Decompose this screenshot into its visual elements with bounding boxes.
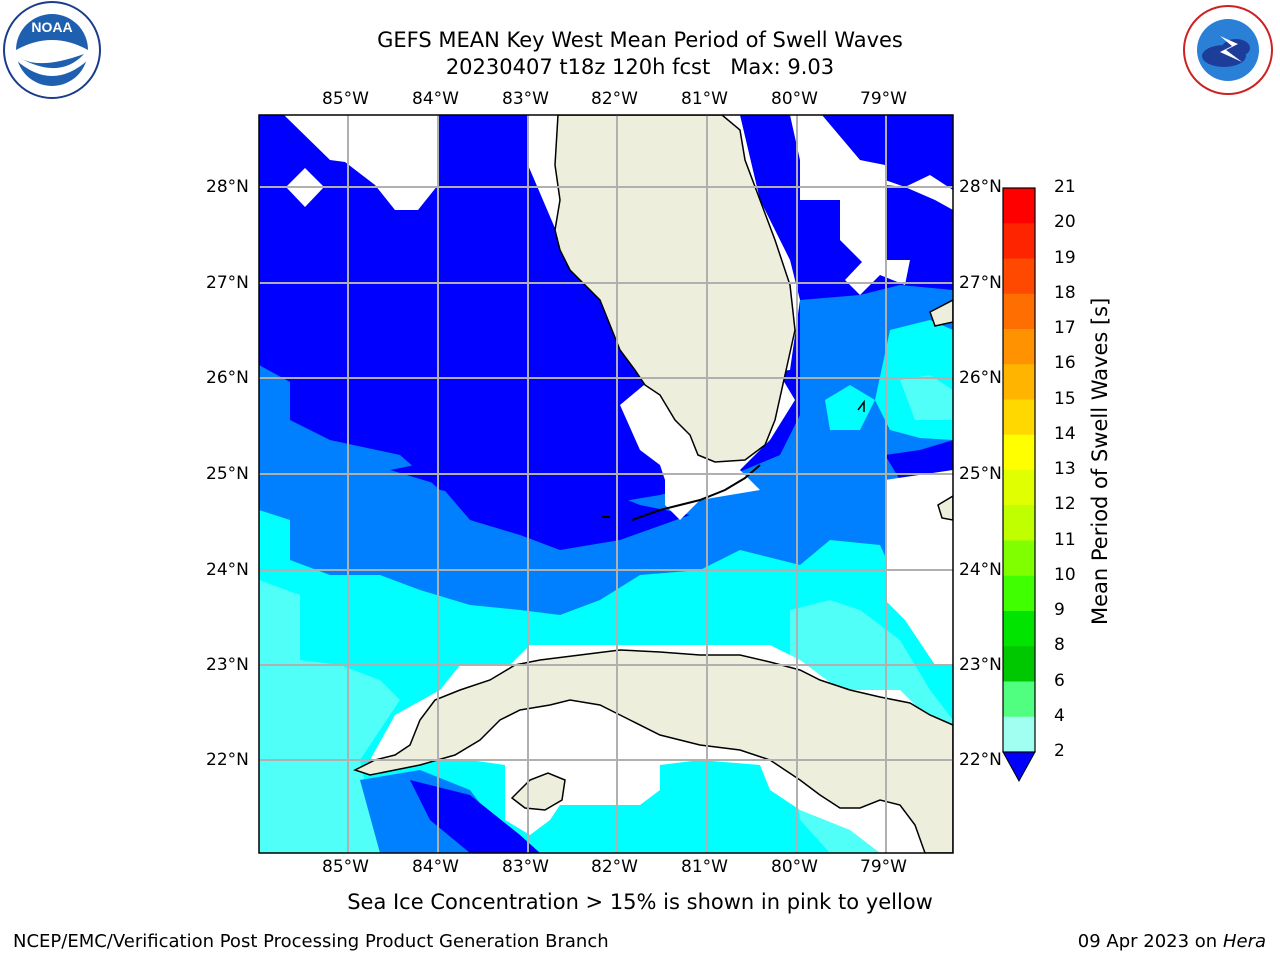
colorbar-tick-label: 17 (1054, 318, 1076, 338)
footer-host: Hera (1222, 931, 1266, 952)
lat-label-right: 24°N (959, 560, 1002, 580)
lon-label-top: 85°W (322, 89, 369, 109)
lat-label-right: 25°N (959, 464, 1002, 484)
lat-label-right: 23°N (959, 655, 1002, 675)
colorbar-tick-label: 9 (1054, 600, 1065, 620)
colorbar-tick-label: 14 (1054, 423, 1076, 444)
colorbar (1002, 187, 1036, 783)
colorbar-tick-label: 20 (1054, 212, 1076, 233)
colorbar-tick-label: 12 (1054, 494, 1076, 515)
colorbar-segment (1003, 505, 1035, 541)
footer-credit: NCEP/EMC/Verification Post Processing Pr… (13, 931, 609, 952)
noaa-logo: NOAA (3, 1, 101, 99)
lon-label-bottom: 79°W (860, 857, 907, 877)
colorbar-segment (1003, 716, 1035, 753)
lon-label-top: 81°W (681, 89, 728, 109)
lon-label-bottom: 80°W (771, 857, 818, 877)
chart-title: GEFS MEAN Key West Mean Period of Swell … (377, 28, 903, 52)
colorbar-segment (1003, 188, 1035, 224)
lat-label-right: 28°N (959, 177, 1002, 197)
colorbar-segment (1003, 611, 1035, 647)
colorbar-tick-label: 18 (1054, 282, 1076, 303)
lon-label-top: 82°W (591, 89, 638, 109)
colorbar-segment (1003, 470, 1035, 506)
nws-logo (1183, 5, 1273, 95)
colorbar-tick-label: 11 (1054, 529, 1076, 550)
lat-label-left: 25°N (206, 464, 249, 484)
colorbar-tick-label: 15 (1054, 388, 1076, 409)
colorbar-title: Mean Period of Swell Waves [s] (1088, 297, 1112, 625)
lon-label-top: 83°W (502, 89, 549, 109)
colorbar-segment (1003, 681, 1035, 718)
land-cuba (353, 649, 953, 853)
lat-label-left: 27°N (206, 273, 249, 293)
land-florida (554, 115, 796, 463)
lat-label-left: 22°N (206, 750, 249, 770)
colorbar-segment (1003, 293, 1035, 330)
footer-date-text: 09 Apr 2023 on (1077, 931, 1223, 952)
colorbar-tick-label: 4 (1054, 705, 1065, 726)
lon-label-top: 84°W (412, 89, 459, 109)
colorbar-segment (1003, 364, 1035, 400)
colorbar-tick-label: 13 (1054, 459, 1076, 479)
colorbar-segment (1003, 646, 1035, 682)
lat-label-right: 27°N (959, 273, 1002, 293)
lon-label-bottom: 81°W (681, 857, 728, 877)
lon-label-bottom: 84°W (412, 857, 459, 877)
map-frame (258, 114, 954, 854)
colorbar-segment (1003, 223, 1035, 259)
lat-label-left: 23°N (206, 655, 249, 675)
colorbar-tick-label: 8 (1054, 635, 1065, 656)
lat-label-left: 28°N (206, 177, 249, 197)
colorbar-segment (1003, 329, 1035, 365)
lat-label-left: 26°N (206, 368, 249, 388)
colorbar-tick-label: 21 (1054, 177, 1076, 197)
map-gridlines (259, 115, 953, 853)
lon-label-bottom: 83°W (502, 857, 549, 877)
colorbar-segment (1003, 575, 1035, 612)
colorbar-tick-label: 10 (1054, 564, 1076, 585)
sea-ice-note: Sea Ice Concentration > 15% is shown in … (347, 890, 933, 914)
lon-label-bottom: 85°W (322, 857, 369, 877)
lat-label-right: 26°N (959, 368, 1002, 388)
colorbar-tick-label: 6 (1054, 670, 1065, 691)
colorbar-tick-label: 2 (1054, 741, 1065, 761)
colorbar-segment (1003, 399, 1035, 436)
lon-label-top: 79°W (860, 89, 907, 109)
lon-label-bottom: 82°W (591, 857, 638, 877)
colorbar-segment (1003, 540, 1035, 577)
lat-label-left: 24°N (206, 560, 249, 580)
colorbar-tick-label: 19 (1054, 247, 1076, 268)
chart-subtitle: 20230407 t18z 120h fcst Max: 9.03 (445, 55, 835, 79)
footer-date: 09 Apr 2023 on Hera (1078, 931, 1266, 952)
colorbar-tick-label: 16 (1054, 353, 1076, 374)
svg-text:NOAA: NOAA (31, 19, 72, 35)
colorbar-segment (1003, 434, 1035, 471)
lon-label-top: 80°W (771, 89, 818, 109)
colorbar-segment (1003, 258, 1035, 295)
lat-label-right: 22°N (959, 750, 1002, 770)
